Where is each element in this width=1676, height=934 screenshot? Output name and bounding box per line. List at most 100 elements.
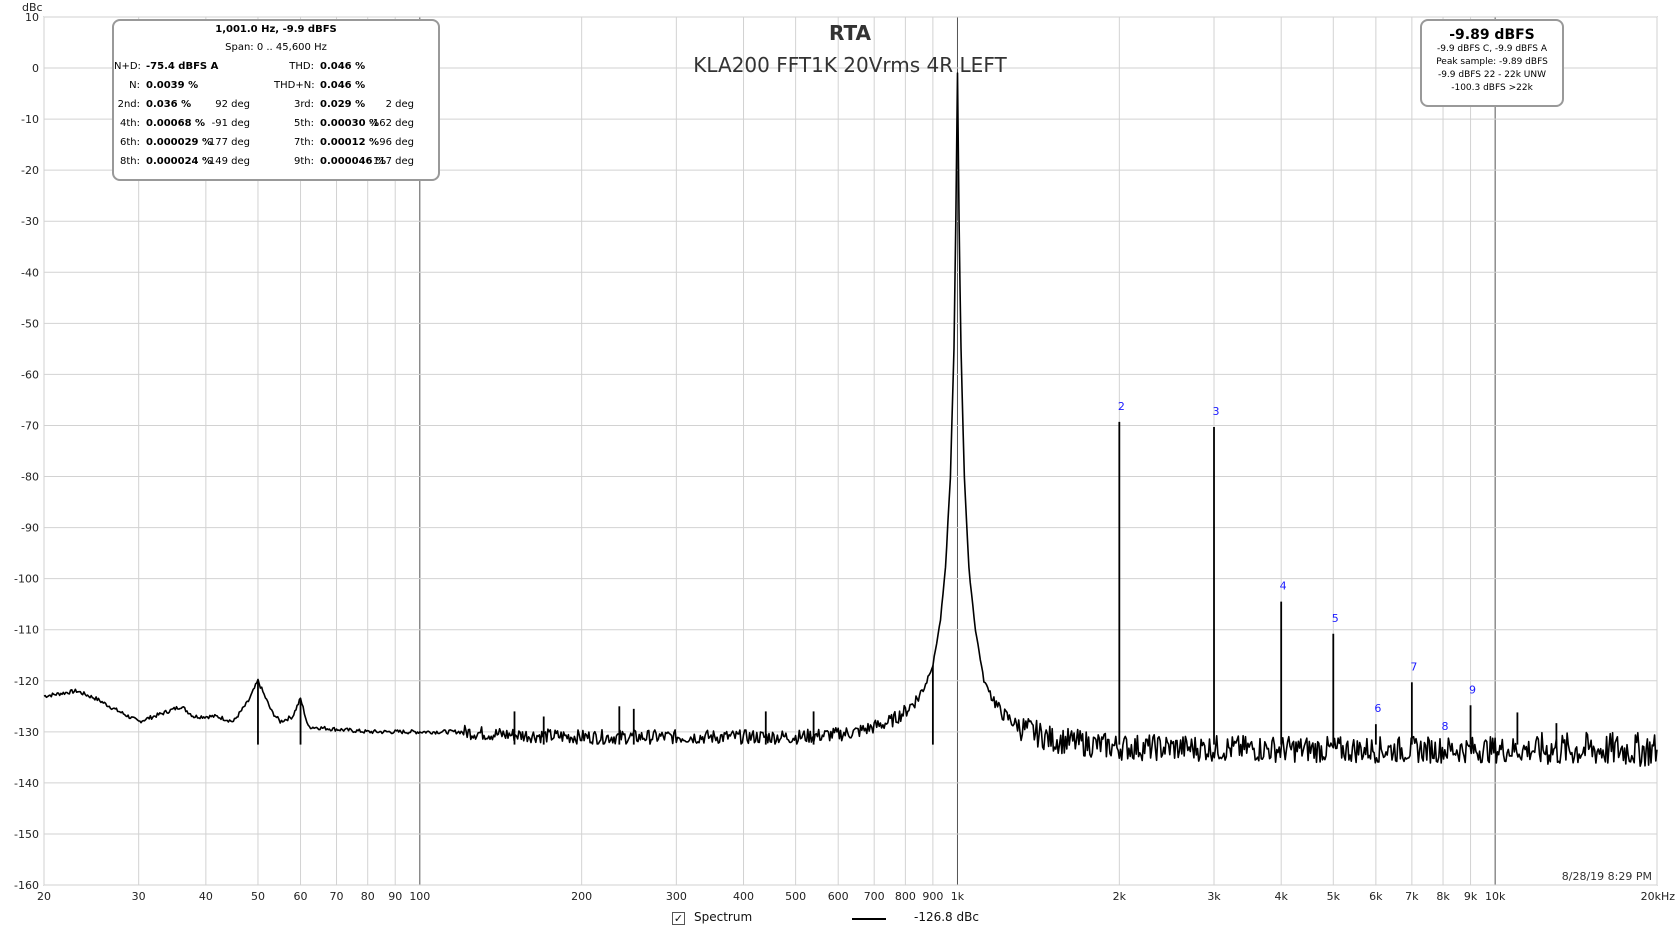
x-tick-label: 500	[785, 890, 806, 903]
stats-phase: 92 deg	[215, 99, 250, 110]
x-tick-label: 100	[409, 890, 430, 903]
y-tick-label: -130	[14, 726, 39, 739]
y-tick-label: -40	[21, 266, 39, 279]
y-axis-label: dBc	[22, 1, 43, 14]
stats-value: 0.046 %	[320, 80, 366, 91]
x-tick-label: 70	[330, 890, 344, 903]
x-tick-label: 2k	[1113, 890, 1127, 903]
chart-subtitle: KLA200 FFT1K 20Vrms 4R LEFT	[693, 53, 1007, 77]
stats-row: N+D: -75.4 dBFS A THD: 0.046 %	[114, 57, 438, 76]
harmonic-label: 8	[1442, 720, 1449, 733]
chart-title: RTA	[829, 21, 872, 45]
stats-label: 4th:	[120, 118, 140, 129]
harmonic-label: 4	[1280, 580, 1287, 593]
harmonic-label: 6	[1374, 702, 1381, 715]
measurement-stats-panel: 1,001.0 Hz, -9.9 dBFS Span: 0 .. 45,600 …	[112, 19, 440, 181]
stats-phase: 2 deg	[385, 99, 414, 110]
x-tick-label: 600	[828, 890, 849, 903]
stats-label: 7th:	[294, 137, 314, 148]
y-tick-label: -50	[21, 317, 39, 330]
y-tick-label: -150	[14, 828, 39, 841]
stats-row: 4th: 0.00068 % -91 deg 5th: 0.00030 % -162 de…	[114, 114, 438, 133]
x-tick-label: 90	[388, 890, 402, 903]
level-meter-panel: -9.89 dBFS -9.9 dBFS C, -9.9 dBFS A Peak…	[1420, 19, 1564, 107]
level-main: -9.89 dBFS	[1449, 27, 1535, 43]
x-tick-label: 3k	[1207, 890, 1221, 903]
x-tick-label: 9k	[1464, 890, 1478, 903]
stats-label: 3rd:	[293, 99, 314, 110]
stats-label: N:	[129, 80, 140, 91]
y-axis-ticks: 10 0 -10 -20 -30 -40 -50 -60 -70 -80 -90 -100 -110 -1…	[14, 11, 39, 892]
stats-value: -75.4 dBFS A	[146, 61, 219, 72]
y-tick-label: -100	[14, 573, 39, 586]
stats-value: 0.029 %	[320, 99, 366, 110]
y-tick-label: -10	[21, 113, 39, 126]
level-line: -9.9 dBFS C, -9.9 dBFS A	[1437, 44, 1547, 54]
stats-phase: -91 deg	[211, 118, 250, 129]
harmonic-label: 7	[1410, 660, 1417, 673]
x-tick-label: 6k	[1369, 890, 1383, 903]
stats-value: 0.000024 %	[146, 156, 213, 167]
x-tick-label: 1k	[951, 890, 965, 903]
y-tick-label: -90	[21, 522, 39, 535]
level-line: -100.3 dBFS >22k	[1451, 83, 1533, 93]
x-tick-label: 5k	[1327, 890, 1341, 903]
legend-readout: -126.8 dBc	[914, 910, 979, 924]
stats-header: 1,001.0 Hz, -9.9 dBFS	[215, 24, 337, 35]
stats-row: 8th: 0.000024 % 149 deg 9th: 0.000046 % 117 d…	[114, 152, 438, 171]
legend-series-label: Spectrum	[694, 910, 753, 924]
stats-span: Span: 0 .. 45,600 Hz	[225, 42, 327, 53]
x-axis-ticks: 20 30 40 50 60 70 80 90 100 200 300 400 500 600 700 800…	[37, 890, 1675, 903]
stats-row: 2nd: 0.036 % 92 deg 3rd: 0.029 % 2 deg	[114, 95, 438, 114]
stats-value: 0.00030 %	[320, 118, 380, 129]
stats-label: 8th:	[120, 156, 140, 167]
x-tick-label: 700	[864, 890, 885, 903]
x-tick-label: 20	[37, 890, 51, 903]
y-tick-label: -70	[21, 419, 39, 432]
x-tick-label: 900	[922, 890, 943, 903]
x-tick-label: 400	[733, 890, 754, 903]
stats-value: 0.000029 %	[146, 137, 213, 148]
y-tick-label: -80	[21, 471, 39, 484]
y-tick-label: -160	[14, 879, 39, 892]
y-tick-label: -30	[21, 215, 39, 228]
x-tick-label: 300	[666, 890, 687, 903]
stats-rows: N+D: -75.4 dBFS A THD: 0.046 % N: 0.0039 % THD…	[114, 57, 438, 171]
y-tick-label: 0	[32, 62, 39, 75]
stats-phase: 149 deg	[208, 156, 250, 167]
stats-row: N: 0.0039 % THD+N: 0.046 %	[114, 76, 438, 95]
stats-label: N+D:	[114, 61, 141, 72]
stats-value: 0.046 %	[320, 61, 366, 72]
harmonic-label: 3	[1213, 405, 1220, 418]
spectrum-checkbox[interactable]: ✓	[672, 912, 685, 925]
level-line: Peak sample: -9.89 dBFS	[1436, 57, 1548, 67]
stats-row: 6th: 0.000029 % 177 deg 7th: 0.00012 % 96 deg	[114, 133, 438, 152]
spectrum-line	[43, 72, 1658, 767]
y-tick-label: -110	[14, 624, 39, 637]
y-tick-label: -20	[21, 164, 39, 177]
x-tick-label: 80	[361, 890, 375, 903]
y-tick-label: -60	[21, 368, 39, 381]
x-tick-label: 20kHz	[1641, 890, 1676, 903]
stats-label: THD+N:	[274, 80, 315, 91]
spectrum-spikes	[257, 421, 1558, 745]
x-tick-label: 30	[132, 890, 146, 903]
stats-label: THD:	[289, 61, 314, 72]
harmonic-label: 5	[1332, 612, 1339, 625]
x-tick-label: 4k	[1274, 890, 1288, 903]
x-tick-label: 7k	[1405, 890, 1419, 903]
stats-value: 0.00068 %	[146, 118, 206, 129]
stats-value: 0.000046 %	[320, 156, 387, 167]
timestamp: 8/28/19 8:29 PM	[1562, 870, 1652, 883]
x-tick-label: 60	[294, 890, 308, 903]
level-line: -9.9 dBFS 22 - 22k UNW	[1437, 70, 1547, 80]
y-tick-label: -140	[14, 777, 39, 790]
y-tick-label: 10	[25, 11, 39, 24]
stats-phase: 117 deg	[372, 156, 414, 167]
x-tick-label: 8k	[1436, 890, 1450, 903]
stats-label: 5th:	[294, 118, 314, 129]
legend-line-swatch	[852, 918, 886, 920]
stats-label: 6th:	[120, 137, 140, 148]
stats-value: 0.00012 %	[320, 137, 380, 148]
x-tick-label: 200	[571, 890, 592, 903]
